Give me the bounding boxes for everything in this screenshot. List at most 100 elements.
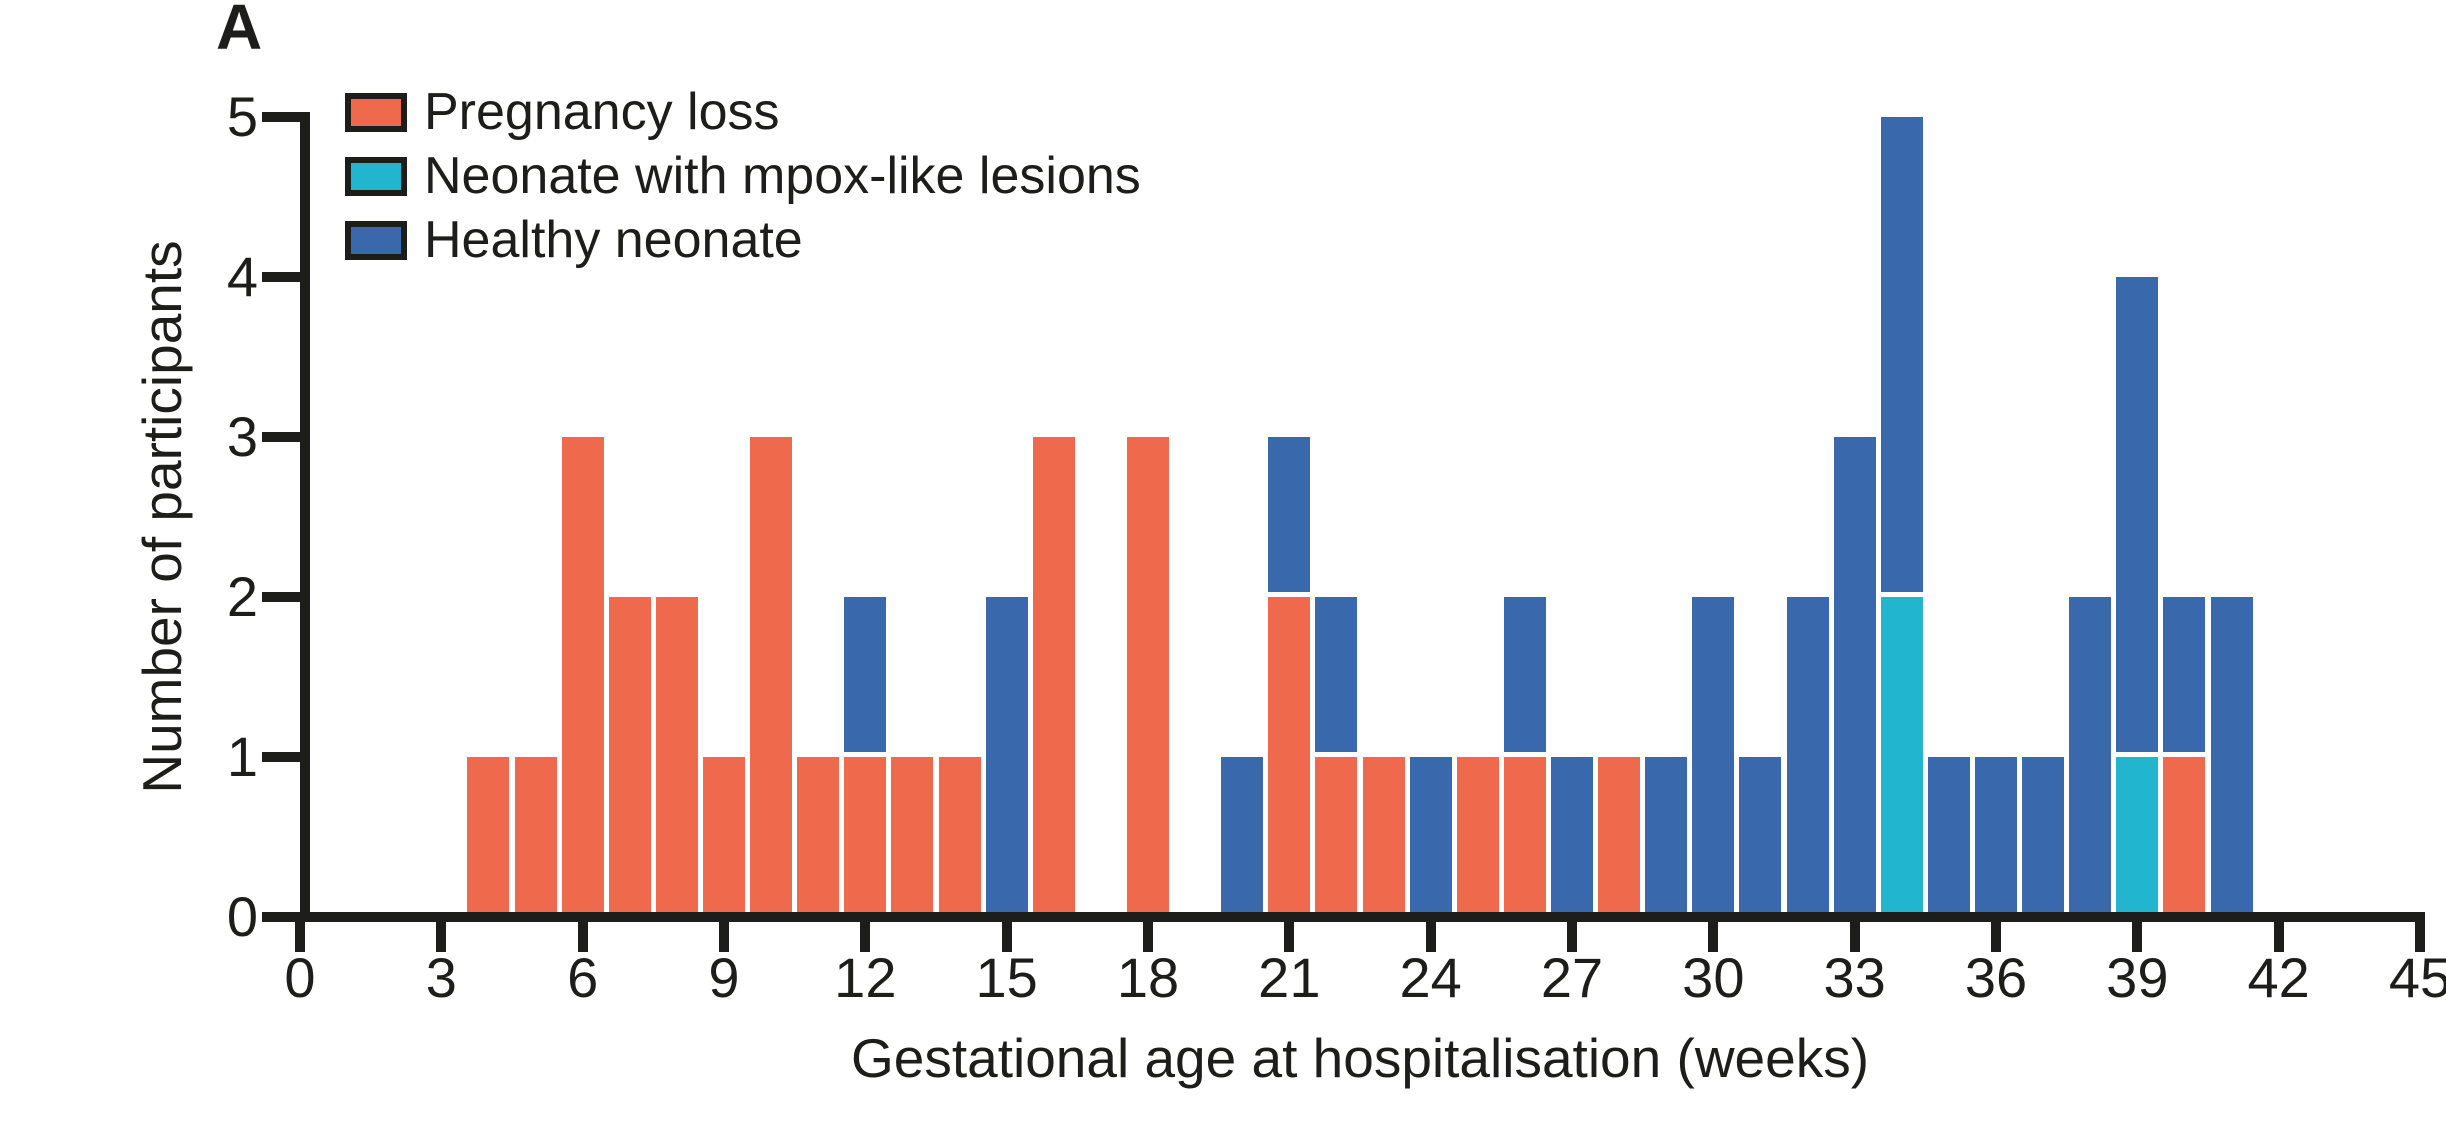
y-tick-label-0: 0 xyxy=(226,885,258,948)
bar-week-7-segment-0 xyxy=(608,597,651,917)
y-tick-label-1: 1 xyxy=(226,725,258,788)
x-tick-3 xyxy=(436,912,447,952)
bar-week-22-segment-2 xyxy=(1315,597,1358,757)
bar-week-12-segment-2 xyxy=(844,597,887,757)
bar-week-9-segment-0 xyxy=(703,757,745,917)
y-tick-3 xyxy=(262,432,300,442)
bar-week-32-segment-2 xyxy=(1786,597,1829,917)
bar-week-10-segment-0 xyxy=(750,437,793,917)
x-tick-21 xyxy=(1284,912,1295,952)
bar-week-33-segment-2 xyxy=(1833,437,1876,917)
bar-week-8-segment-0 xyxy=(655,597,698,917)
y-tick-1 xyxy=(262,752,300,762)
y-axis-line xyxy=(300,112,310,922)
x-tick-label-15: 15 xyxy=(975,946,1038,1009)
x-axis-title: Gestational age at hospitalisation (week… xyxy=(850,1027,1870,1089)
bar-week-15-segment-2 xyxy=(985,597,1028,917)
x-tick-42 xyxy=(2273,912,2284,952)
bar-week-22-segment-0 xyxy=(1315,757,1358,917)
bar-week-28-segment-0 xyxy=(1598,757,1641,917)
x-tick-18 xyxy=(1143,912,1153,952)
bar-week-34-segment-1 xyxy=(1880,597,1923,917)
x-tick-label-42: 42 xyxy=(2247,946,2310,1009)
x-tick-12 xyxy=(860,912,871,952)
legend-label-healthy-neonate: Healthy neonate xyxy=(424,211,803,269)
bar-week-21-segment-2 xyxy=(1268,437,1311,597)
bar-week-6-segment-0 xyxy=(561,437,604,917)
bar-week-18-segment-0 xyxy=(1127,437,1169,917)
y-tick-label-2: 2 xyxy=(226,565,258,628)
y-tick-2 xyxy=(262,592,300,602)
x-tick-6 xyxy=(577,912,588,952)
bar-week-23-segment-0 xyxy=(1362,757,1405,917)
y-tick-4 xyxy=(262,272,300,282)
x-tick-label-18: 18 xyxy=(1116,946,1180,1009)
y-tick-label-5: 5 xyxy=(226,85,258,148)
x-tick-label-9: 9 xyxy=(708,946,740,1009)
x-tick-label-0: 0 xyxy=(284,946,316,1009)
bar-week-27-segment-2 xyxy=(1551,757,1593,917)
x-tick-label-36: 36 xyxy=(1964,946,2028,1009)
bar-week-16-segment-0 xyxy=(1032,437,1075,917)
bar-week-38-segment-2 xyxy=(2069,597,2112,917)
x-tick-45 xyxy=(2415,912,2425,952)
x-axis-line xyxy=(295,912,2425,922)
x-tick-label-3: 3 xyxy=(425,946,457,1009)
legend-label-neonate-mpox-lesions: Neonate with mpox-like lesions xyxy=(424,147,1141,205)
x-tick-27 xyxy=(1567,912,1577,952)
x-tick-label-33: 33 xyxy=(1823,946,1886,1009)
x-tick-15 xyxy=(1001,912,1012,952)
bar-week-4-segment-0 xyxy=(467,757,510,917)
bar-week-40-segment-2 xyxy=(2163,597,2206,757)
x-tick-36 xyxy=(1991,912,2001,952)
legend-swatch-healthy-neonate xyxy=(345,220,407,260)
legend-item-neonate-mpox-lesions: Neonate with mpox-like lesions xyxy=(345,147,1141,205)
x-tick-label-27: 27 xyxy=(1540,946,1604,1009)
legend-swatch-pregnancy-loss xyxy=(345,92,407,132)
bar-week-41-segment-2 xyxy=(2210,597,2253,917)
x-tick-30 xyxy=(1708,912,1719,952)
bar-week-29-segment-2 xyxy=(1645,757,1688,917)
x-tick-label-24: 24 xyxy=(1399,946,1462,1009)
legend-swatch-neonate-mpox-lesions xyxy=(345,156,407,196)
bar-week-26-segment-2 xyxy=(1503,597,1546,757)
x-tick-label-6: 6 xyxy=(567,946,599,1009)
x-tick-label-39: 39 xyxy=(2106,946,2169,1009)
x-tick-33 xyxy=(1849,912,1860,952)
legend-item-pregnancy-loss: Pregnancy loss xyxy=(345,83,780,141)
x-tick-label-30: 30 xyxy=(1682,946,1745,1009)
legend-item-healthy-neonate: Healthy neonate xyxy=(345,211,803,269)
bar-week-11-segment-0 xyxy=(797,757,840,917)
bar-week-13-segment-0 xyxy=(891,757,934,917)
x-tick-label-12: 12 xyxy=(834,946,897,1009)
bar-week-30-segment-2 xyxy=(1692,597,1735,917)
bar-week-24-segment-2 xyxy=(1409,757,1452,917)
bar-week-37-segment-2 xyxy=(2022,757,2065,917)
panel-label: A xyxy=(216,0,263,63)
bar-week-25-segment-0 xyxy=(1456,757,1499,917)
bar-week-21-segment-0 xyxy=(1268,597,1311,917)
bar-week-14-segment-0 xyxy=(938,757,981,917)
bar-week-34-segment-2 xyxy=(1880,117,1923,597)
x-tick-9 xyxy=(719,912,729,952)
y-tick-5 xyxy=(262,112,300,122)
legend-label-pregnancy-loss: Pregnancy loss xyxy=(424,83,780,141)
y-tick-0 xyxy=(262,912,300,922)
bar-week-12-segment-0 xyxy=(844,757,887,917)
bar-week-40-segment-0 xyxy=(2163,757,2206,917)
bar-week-5-segment-0 xyxy=(514,757,557,917)
x-tick-0 xyxy=(295,912,305,952)
bar-week-35-segment-2 xyxy=(1927,757,1970,917)
bar-week-39-segment-1 xyxy=(2116,757,2159,917)
x-tick-39 xyxy=(2132,912,2143,952)
bar-week-20-segment-2 xyxy=(1221,757,1264,917)
bar-week-36-segment-2 xyxy=(1975,757,2017,917)
y-tick-label-4: 4 xyxy=(226,245,258,308)
bar-week-31-segment-2 xyxy=(1739,757,1782,917)
x-tick-24 xyxy=(1425,912,1436,952)
bar-week-26-segment-0 xyxy=(1503,757,1546,917)
x-tick-label-45: 45 xyxy=(2388,946,2446,1009)
bar-week-39-segment-2 xyxy=(2116,277,2159,757)
